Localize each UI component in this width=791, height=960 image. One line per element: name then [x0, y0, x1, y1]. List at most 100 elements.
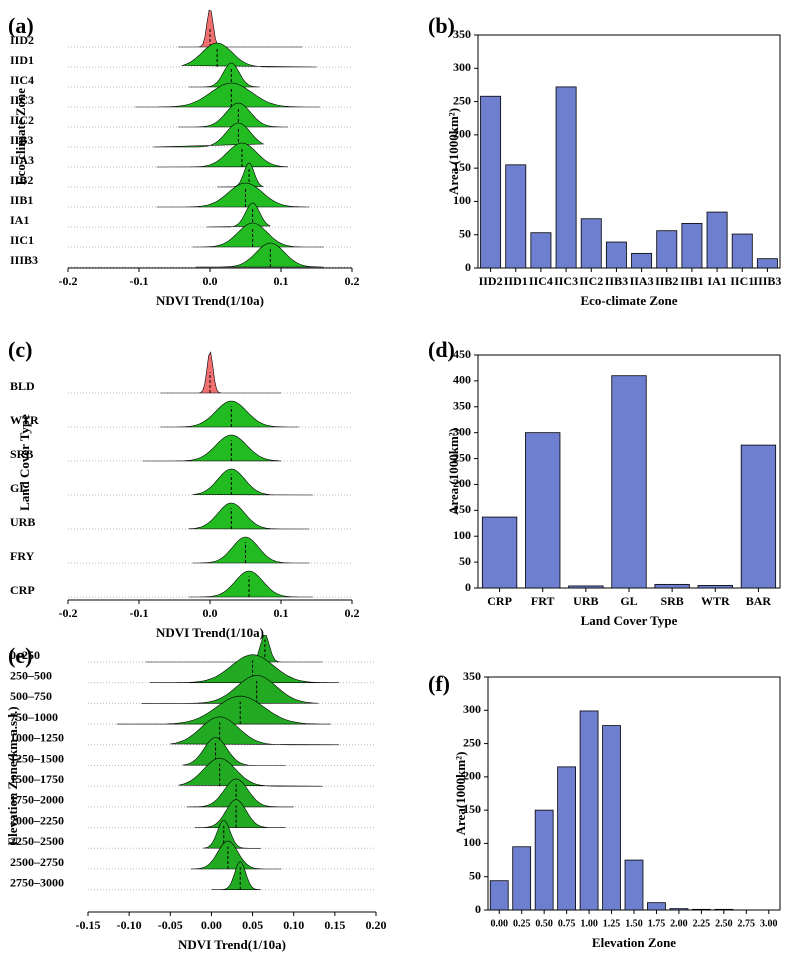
category-label: SRB [10, 447, 33, 461]
bar [714, 908, 734, 911]
bar [580, 218, 602, 269]
x-tick-label: 0.00 [201, 918, 222, 932]
y-tick-label: 350 [463, 669, 481, 683]
bar [740, 444, 777, 589]
bar [647, 902, 666, 911]
y-tick-label: 100 [453, 528, 471, 542]
category-label: IIA3 [10, 153, 34, 167]
category-label: 2750–3000 [10, 875, 64, 889]
ridge [160, 351, 281, 394]
bar [624, 859, 644, 911]
y-axis-title: Area(1000km²) [453, 752, 468, 836]
y-axis-title: Area (1000km²) [446, 428, 461, 515]
y-axis-title: Elevation Zone(km a.s.l.) [5, 706, 20, 845]
ridge [211, 861, 261, 890]
category-label: CRP [10, 583, 35, 597]
bar [557, 766, 577, 911]
y-tick-label: 200 [453, 476, 471, 490]
bar [530, 232, 552, 269]
y-axis-title: Area (1000km²) [446, 108, 461, 195]
ridge [141, 675, 319, 704]
category-label: IIC1 [10, 233, 34, 247]
x-tick-label: 1.75 [648, 918, 666, 929]
ridge [135, 82, 321, 108]
category-label: GL [10, 481, 27, 495]
x-tick-label: 0.0 [203, 274, 218, 288]
category-label: 0–250 [10, 648, 40, 662]
x-tick-label: GL [620, 594, 637, 608]
category-label: IID2 [10, 33, 34, 47]
bar [489, 880, 509, 911]
ridge [149, 654, 339, 683]
x-tick-label: IIB3 [605, 274, 628, 288]
y-tick-label: 150 [463, 802, 481, 816]
bar [555, 86, 577, 269]
y-axis-title: Eco-climate Zone [13, 88, 28, 185]
x-tick-label: CRP [487, 594, 512, 608]
category-label: WTR [10, 413, 39, 427]
y-tick-label: 450 [453, 347, 471, 361]
category-label: FRY [10, 549, 35, 563]
panel-label: (e) [8, 643, 32, 668]
ridge [186, 778, 294, 808]
x-tick-label: URB [573, 594, 598, 608]
x-tick-label: 1.00 [580, 918, 598, 929]
bar [480, 95, 502, 269]
bar [731, 233, 753, 269]
category-label: IA1 [10, 213, 29, 227]
category-label: 2250–2500 [10, 834, 64, 848]
category-label: IIIB3 [10, 253, 38, 267]
x-tick-label: -0.2 [59, 274, 78, 288]
ridge [178, 757, 323, 787]
bar [512, 846, 532, 911]
ridge [188, 570, 313, 598]
ridge [178, 102, 289, 128]
x-tick-label: 0.00 [490, 918, 508, 929]
bar [631, 252, 653, 269]
category-label: IIB3 [10, 133, 33, 147]
x-tick-label: IID2 [479, 274, 503, 288]
x-axis-title: NDVI Trend(1/10a) [178, 937, 286, 952]
category-label: IIC4 [10, 73, 34, 87]
ridge [195, 799, 286, 828]
x-tick-label: -0.10 [117, 918, 142, 932]
x-axis-title: NDVI Trend(1/10a) [156, 293, 264, 308]
category-label: URB [10, 515, 35, 529]
ridge [170, 716, 340, 746]
bar [505, 164, 527, 269]
panel-label: (b) [428, 13, 455, 38]
y-tick-label: 0 [475, 902, 481, 916]
x-tick-label: 2.25 [693, 918, 711, 929]
bar [568, 585, 604, 589]
y-tick-label: 300 [453, 424, 471, 438]
x-tick-label: 0.50 [535, 918, 553, 929]
x-axis-title: NDVI Trend(1/10a) [156, 625, 264, 640]
y-tick-label: 100 [463, 835, 481, 849]
category-label: 2500–2750 [10, 855, 64, 869]
category-label: 250–500 [10, 668, 52, 682]
bar [654, 583, 690, 589]
ridge [192, 468, 313, 496]
bar [692, 908, 711, 911]
ridge [145, 634, 323, 663]
ridge [195, 242, 324, 268]
bar [611, 375, 647, 589]
bar [534, 809, 554, 911]
x-axis-title: Eco-climate Zone [580, 293, 677, 308]
x-tick-label: FRT [531, 594, 555, 608]
ridge [217, 162, 264, 188]
y-tick-label: 50 [459, 226, 471, 240]
x-tick-label: 0.05 [242, 918, 263, 932]
category-label: IIC3 [10, 93, 34, 107]
bar [669, 908, 689, 911]
x-tick-label: IIB1 [680, 274, 703, 288]
x-tick-label: 0.2 [345, 606, 360, 620]
x-axis-title: Land Cover Type [581, 613, 678, 628]
category-label: IIC2 [10, 113, 34, 127]
panel-label: (a) [8, 13, 34, 38]
x-tick-label: IIC3 [554, 274, 578, 288]
category-label: 1750–2000 [10, 793, 64, 807]
x-tick-label: WTR [701, 594, 730, 608]
bar [706, 211, 728, 269]
